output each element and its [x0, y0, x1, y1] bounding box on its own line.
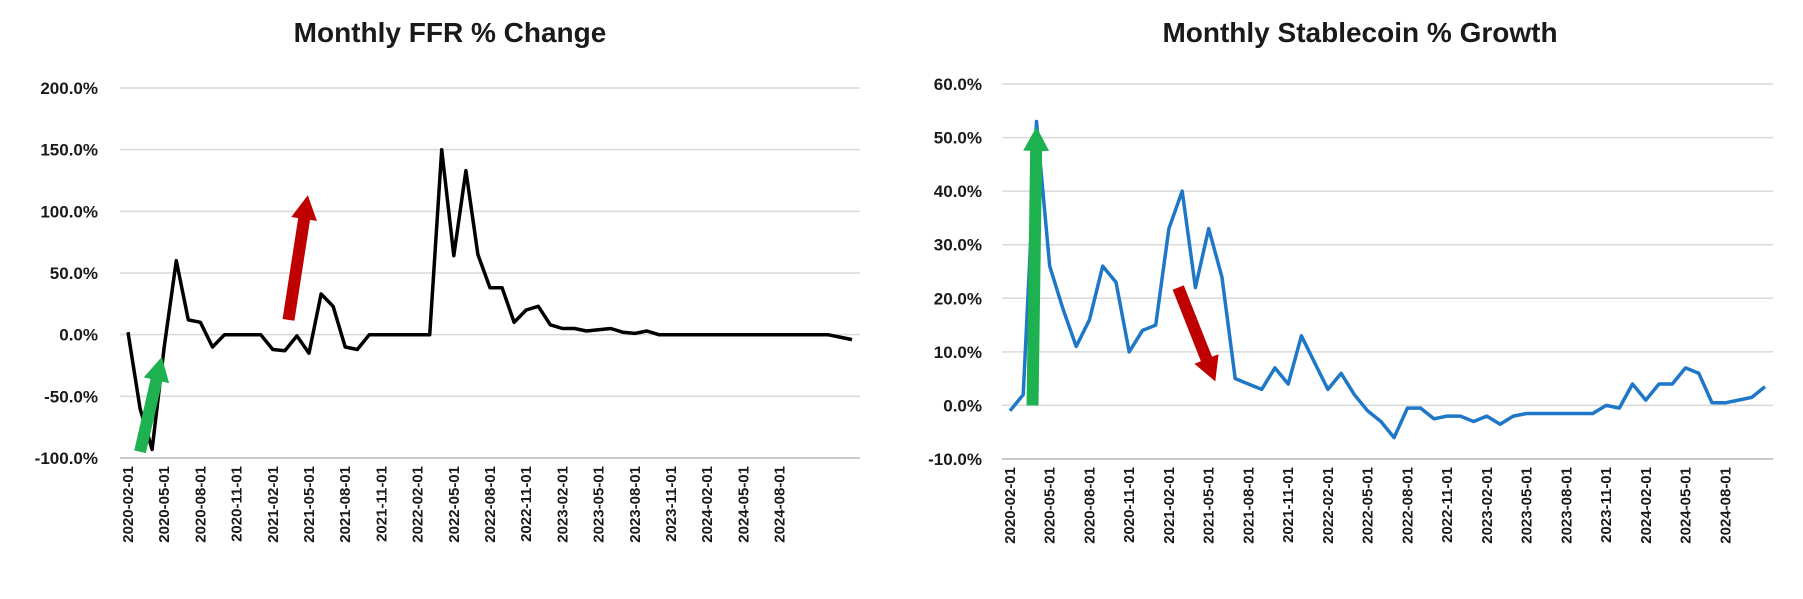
y-tick-label: 30.0%: [934, 236, 982, 255]
x-tick-label: 2024-08-01: [1717, 467, 1734, 544]
y-tick-label: 20.0%: [934, 289, 982, 308]
y-tick-label: -50.0%: [44, 387, 98, 406]
y-tick-label: -10.0%: [928, 450, 982, 469]
arrow-down-icon: [134, 356, 170, 454]
x-tick-label: 2023-05-01: [591, 466, 608, 543]
series-line: [1008, 119, 1767, 440]
x-tick-label: 2020-02-01: [120, 466, 137, 543]
x-tick-label: 2022-05-01: [446, 466, 463, 543]
x-tick-label: 2020-05-01: [1042, 467, 1059, 544]
y-tick-label: 100.0%: [40, 202, 98, 221]
arrow-up-icon: [1023, 126, 1050, 406]
y-tick-label: 50.0%: [934, 129, 982, 148]
x-tick-label: 2023-08-01: [1558, 467, 1575, 544]
x-tick-label: 2022-11-01: [518, 466, 535, 542]
chart-title: Monthly Stablecoin % Growth: [1162, 17, 1557, 48]
x-tick-label: 2021-08-01: [337, 466, 354, 543]
x-tick-label: 2020-11-01: [1121, 467, 1138, 543]
x-tick-label: 2020-02-01: [1002, 467, 1019, 544]
x-tick-label: 2020-08-01: [192, 466, 209, 543]
y-tick-label: 60.0%: [934, 75, 982, 94]
x-tick-label: 2020-11-01: [229, 466, 246, 542]
x-tick-label: 2023-02-01: [1479, 467, 1496, 544]
x-tick-label: 2022-08-01: [1399, 467, 1416, 544]
x-tick-label: 2021-11-01: [373, 466, 390, 542]
x-tick-label: 2024-02-01: [1638, 467, 1655, 544]
arrow-up-icon: [282, 195, 317, 321]
x-tick-label: 2024-08-01: [772, 466, 789, 543]
x-tick-label: 2021-02-01: [1161, 467, 1178, 544]
x-tick-label: 2022-02-01: [410, 466, 427, 543]
x-tick-label: 2022-05-01: [1360, 467, 1377, 544]
x-tick-label: 2022-08-01: [482, 466, 499, 543]
x-tick-label: 2023-11-01: [1598, 467, 1615, 543]
x-tick-label: 2021-11-01: [1280, 467, 1297, 543]
x-tick-label: 2021-02-01: [265, 466, 282, 543]
x-tick-label: 2020-08-01: [1081, 467, 1098, 544]
x-tick-label: 2024-05-01: [1678, 467, 1695, 544]
x-tick-label: 2021-08-01: [1240, 467, 1257, 544]
x-tick-label: 2023-05-01: [1519, 467, 1536, 544]
y-tick-label: 200.0%: [40, 79, 98, 98]
y-tick-label: -100.0%: [35, 449, 98, 468]
y-tick-label: 40.0%: [934, 182, 982, 201]
y-tick-label: 0.0%: [943, 396, 982, 415]
x-tick-label: 2022-02-01: [1320, 467, 1337, 544]
x-tick-label: 2023-08-01: [627, 466, 644, 543]
x-tick-label: 2024-02-01: [699, 466, 716, 543]
ffr-chart: Monthly FFR % Change 200.0% 150.0% 100.0% 50…: [0, 0, 890, 599]
stablecoin-chart: Monthly Stablecoin % Growth 60.0% 50.0% 40.…: [890, 0, 1803, 599]
x-tick-label: 2022-11-01: [1439, 467, 1456, 543]
x-tick-label: 2021-05-01: [1201, 467, 1218, 544]
series-line: [126, 147, 853, 452]
x-tick-label: 2021-05-01: [301, 466, 318, 543]
arrow-down-icon: [1172, 285, 1219, 382]
chart-svg: Monthly FFR % Change 200.0% 150.0% 100.0% 50…: [35, 17, 860, 543]
y-tick-label: 10.0%: [934, 343, 982, 362]
y-tick-label: 0.0%: [59, 326, 98, 345]
x-tick-label: 2020-05-01: [156, 466, 173, 543]
chart-title: Monthly FFR % Change: [294, 17, 607, 48]
chart-svg: Monthly Stablecoin % Growth 60.0% 50.0% 40.…: [928, 17, 1773, 544]
x-tick-label: 2023-02-01: [554, 466, 571, 543]
y-tick-label: 50.0%: [50, 264, 98, 283]
x-tick-label: 2023-11-01: [663, 466, 680, 542]
y-tick-label: 150.0%: [40, 141, 98, 160]
x-tick-label: 2024-05-01: [735, 466, 752, 543]
